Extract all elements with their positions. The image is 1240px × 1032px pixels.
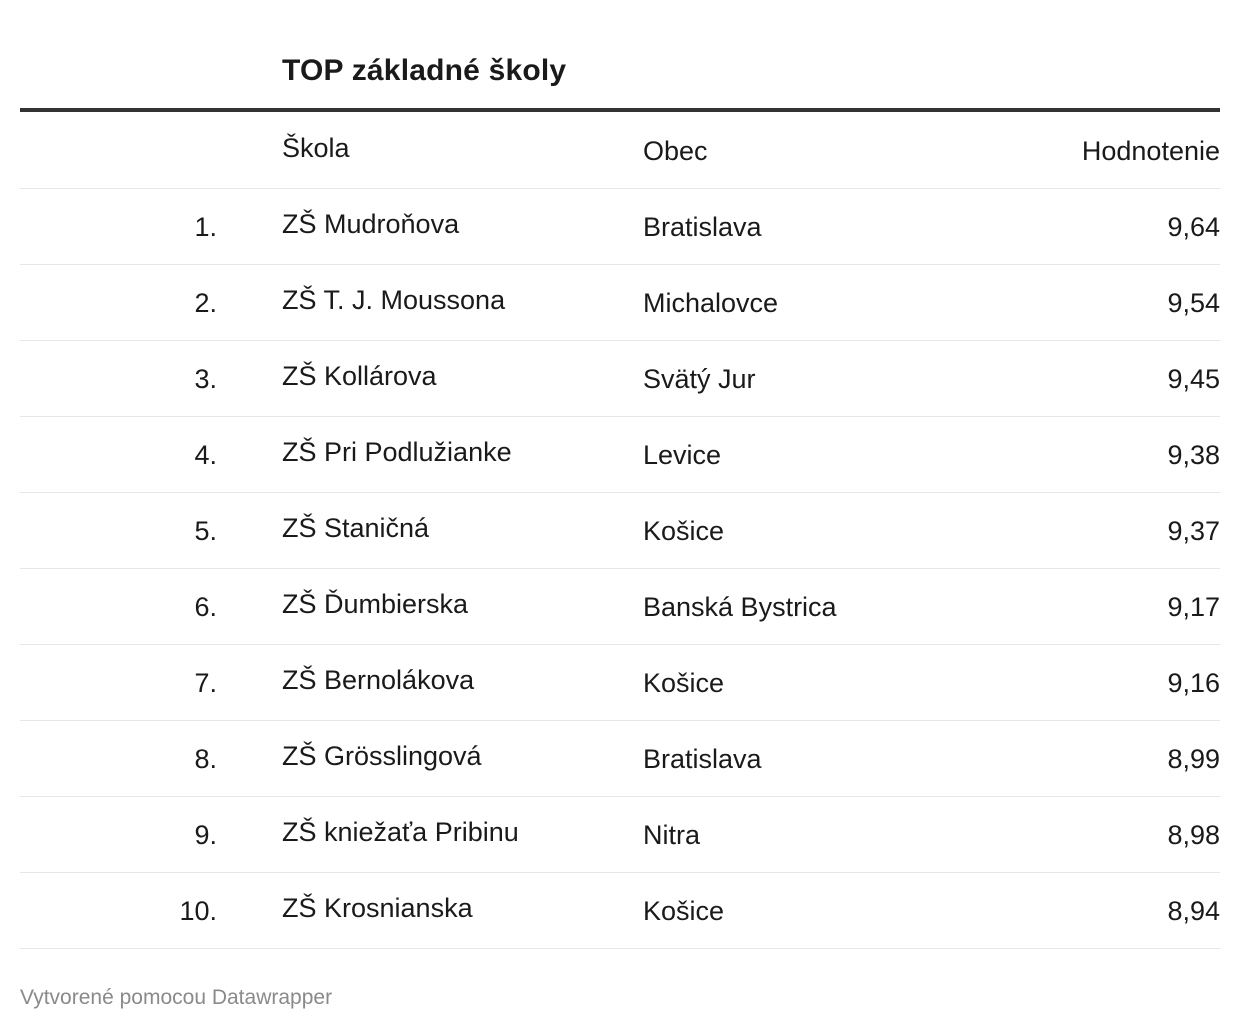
score-cell: 9,64: [1167, 212, 1220, 242]
school-cell: ZŠ Ďumbierska: [282, 589, 469, 619]
table-row: 5. ZŠ Staničná Košice 9,37: [20, 493, 1220, 569]
score-cell: 9,45: [1167, 364, 1220, 394]
school-cell: ZŠ Bernolákova: [282, 665, 475, 695]
rank-cell: 5.: [194, 516, 217, 546]
table-row: 1. ZŠ Mudroňova Bratislava 9,64: [20, 189, 1220, 265]
rank-cell: 2.: [194, 288, 217, 318]
town-cell: Michalovce: [643, 288, 779, 318]
town-cell: Nitra: [643, 820, 701, 850]
school-cell: ZŠ Krosnianska: [282, 893, 473, 923]
town-cell: Košice: [643, 896, 725, 926]
table-row: 3. ZŠ Kollárova Svätý Jur 9,45: [20, 341, 1220, 417]
rank-cell: 4.: [194, 440, 217, 470]
header-rule: [20, 108, 1220, 112]
footer-credit[interactable]: Vytvorené pomocou Datawrapper: [20, 986, 333, 1009]
score-cell: 8,94: [1167, 896, 1220, 926]
table-row: 7. ZŠ Bernolákova Košice 9,16: [20, 645, 1220, 721]
score-cell: 9,37: [1167, 516, 1220, 546]
school-cell: ZŠ Grösslingová: [282, 741, 482, 771]
school-cell: ZŠ Staničná: [282, 513, 430, 543]
school-cell: ZŠ Mudroňova: [282, 209, 460, 239]
score-cell: 9,17: [1167, 592, 1220, 622]
score-cell: 9,54: [1167, 288, 1220, 318]
table-title: TOP základné školy: [282, 54, 567, 87]
table-row: 9. ZŠ kniežaťa Pribinu Nitra 8,98: [20, 797, 1220, 873]
table-body: 1. ZŠ Mudroňova Bratislava 9,64 2. ZŠ T. J. M…: [20, 189, 1220, 949]
town-cell: Košice: [643, 668, 725, 698]
town-cell: Levice: [643, 440, 722, 470]
school-cell: ZŠ T. J. Moussona: [282, 285, 506, 315]
table-row: 4. ZŠ Pri Podlužianke Levice 9,38: [20, 417, 1220, 493]
title-row: TOP základné školy: [20, 0, 1220, 108]
town-cell: Svätý Jur: [643, 364, 756, 394]
town-cell: Bratislava: [643, 744, 762, 774]
rank-cell: 9.: [194, 820, 217, 850]
town-cell: Košice: [643, 516, 725, 546]
school-cell: ZŠ kniežaťa Pribinu: [282, 817, 519, 847]
score-cell: 9,16: [1167, 668, 1220, 698]
table-row: 10. ZŠ Krosnianska Košice 8,94: [20, 873, 1220, 949]
rank-cell: 7.: [194, 668, 217, 698]
table-row: 8. ZŠ Grösslingová Bratislava 8,99: [20, 721, 1220, 797]
table-row: 2. ZŠ T. J. Moussona Michalovce 9,54: [20, 265, 1220, 341]
school-cell: ZŠ Kollárova: [282, 361, 437, 391]
table-row: 6. ZŠ Ďumbierska Banská Bystrica 9,17: [20, 569, 1220, 645]
header-school[interactable]: Škola: [282, 132, 350, 163]
town-cell: Bratislava: [643, 212, 762, 242]
rank-cell: 3.: [194, 364, 217, 394]
header-town[interactable]: Obec: [643, 135, 708, 166]
header-rank: [20, 112, 217, 188]
score-cell: 8,99: [1167, 744, 1220, 774]
score-cell: 9,38: [1167, 440, 1220, 470]
school-cell: ZŠ Pri Podlužianke: [282, 437, 512, 467]
rank-cell: 6.: [194, 592, 217, 622]
rank-cell: 8.: [194, 744, 217, 774]
score-cell: 8,98: [1167, 820, 1220, 850]
table-header: Škola Obec Hodnotenie: [20, 112, 1220, 189]
town-cell: Banská Bystrica: [643, 592, 837, 622]
rank-cell: 10.: [179, 896, 217, 926]
header-score[interactable]: Hodnotenie: [1081, 135, 1220, 166]
table-container: TOP základné školy Škola Obec Hodnotenie…: [20, 0, 1220, 949]
rank-cell: 1.: [194, 212, 217, 242]
